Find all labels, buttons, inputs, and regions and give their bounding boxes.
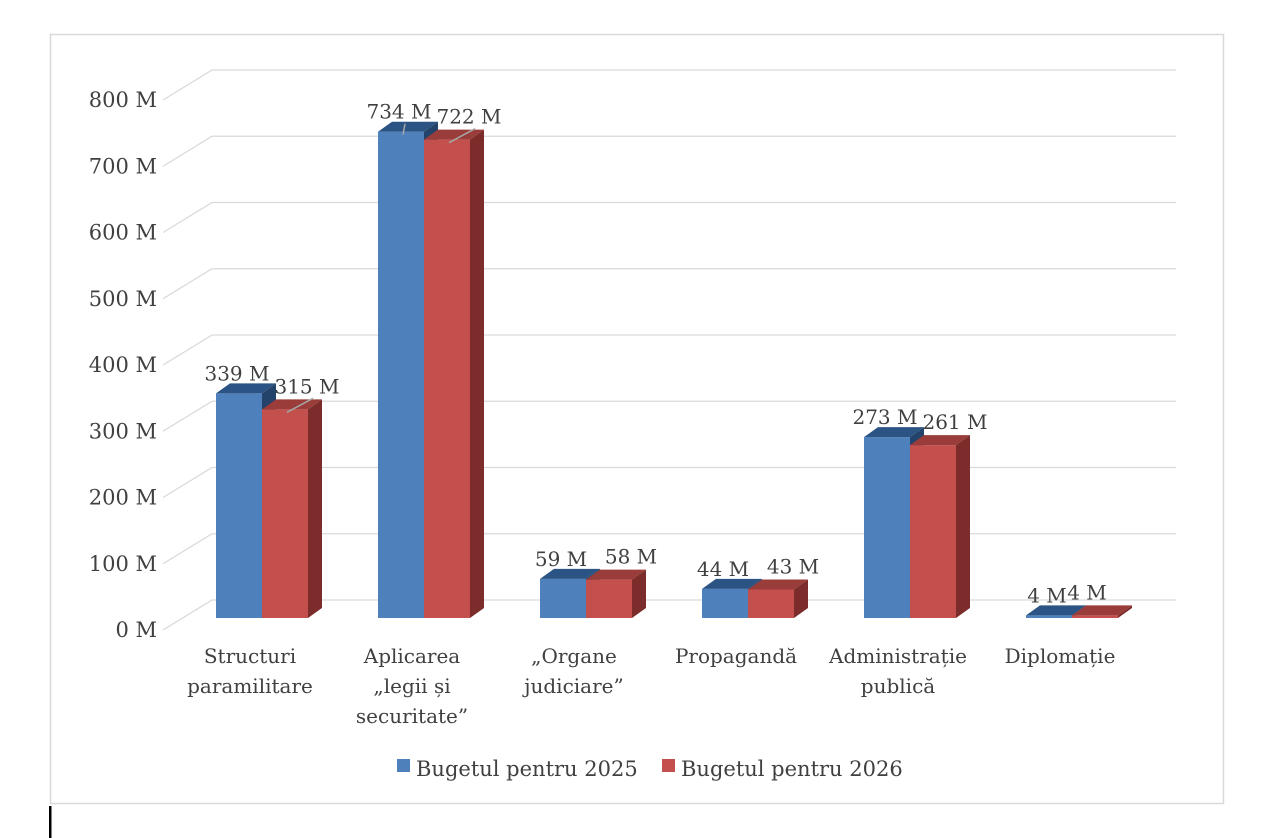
gridline-500 — [162, 268, 1176, 300]
bar-2026-diplomație-side — [1118, 605, 1132, 618]
gridline-0 — [162, 599, 1176, 631]
data-label-2025-organe-judiciare: 59 M — [535, 547, 587, 571]
gridline-400 — [162, 334, 1176, 366]
gridline-800 — [162, 69, 1176, 101]
gridline-700 — [162, 135, 1176, 167]
y-axis-tick-label: 700 M — [89, 154, 157, 178]
bar-2025-aplicarea-legii-și-securitate-top — [378, 121, 438, 132]
gridline-600 — [162, 201, 1176, 234]
bar-2026-administrație-publică-side — [956, 435, 970, 618]
x-axis-label-aplicarea-legii-și-securitate: securitate” — [356, 704, 468, 728]
data-label-2025-diplomație: 4 M — [1027, 583, 1067, 607]
x-axis-label-administrație-publică: Administrație — [828, 644, 967, 668]
bar-2026-propagandă-front — [748, 589, 794, 618]
data-label-2026-administrație-publică: 261 M — [922, 410, 987, 434]
bar-2025-structuri-paramilitare-front — [216, 393, 262, 618]
data-label-2026-structuri-paramilitare: 315 M — [274, 374, 339, 398]
bar-2026-administrație-publică-top — [910, 435, 970, 446]
y-axis-tick-label: 400 M — [89, 353, 157, 377]
gridline-200 — [162, 466, 1176, 499]
bar-2025-propagandă-top — [702, 578, 762, 589]
y-axis-tick-label: 500 M — [89, 287, 157, 311]
y-axis-tick-label: 600 M — [89, 221, 157, 245]
data-label-2025-structuri-paramilitare: 339 M — [204, 361, 269, 385]
legend-swatch-2026 — [662, 759, 675, 772]
y-axis-tick-label: 300 M — [89, 419, 157, 443]
data-label-leader-line — [402, 123, 406, 135]
x-axis-label-diplomație: Diplomație — [1005, 644, 1116, 668]
legend-label-2025: Bugetul pentru 2025 — [416, 757, 638, 781]
data-label-leader-line — [286, 397, 314, 413]
bar-2026-diplomație-front — [1072, 615, 1118, 618]
bar-2026-diplomație-top — [1072, 605, 1132, 616]
bar-2025-diplomație-top — [1026, 605, 1086, 616]
data-label-2025-administrație-publică: 273 M — [852, 405, 917, 429]
bar-2026-aplicarea-legii-și-securitate-side — [470, 129, 484, 619]
gridline-300 — [162, 400, 1176, 432]
data-label-2025-propagandă: 44 M — [697, 557, 749, 581]
bar-2026-administrație-publică-front — [910, 445, 956, 618]
x-axis-label-structuri-paramilitare: paramilitare — [187, 674, 313, 698]
data-label-2026-organe-judiciare: 58 M — [605, 545, 657, 569]
text-cursor[interactable] — [49, 806, 52, 838]
x-axis-label-aplicarea-legii-și-securitate: Aplicarea — [363, 644, 461, 668]
bar-2026-propagandă-side — [794, 579, 808, 618]
bar-2025-administrație-publică-top — [864, 427, 924, 438]
data-label-2026-propagandă: 43 M — [767, 555, 819, 579]
bar-2026-structuri-paramilitare-side — [308, 399, 322, 618]
y-axis-tick-label: 0 M — [115, 618, 157, 642]
bar-2026-organe-judiciare-top — [586, 569, 646, 580]
bar-2025-propagandă-front — [702, 588, 748, 618]
bar-2026-organe-judiciare-front — [586, 579, 632, 618]
x-axis-label-organe-judiciare: judiciare” — [522, 674, 623, 698]
bar-2025-structuri-paramilitare-top — [216, 383, 276, 394]
bar-2025-diplomație-front — [1026, 615, 1072, 618]
data-label-2026-diplomație: 4 M — [1067, 580, 1107, 604]
bar-2025-administrație-publică-front — [864, 437, 910, 618]
bar-2026-propagandă-top — [748, 579, 808, 590]
x-axis-label-administrație-publică: publică — [861, 674, 935, 698]
x-axis-label-organe-judiciare: „Organe — [531, 644, 617, 668]
data-label-2026-aplicarea-legii-și-securitate: 722 M — [436, 105, 501, 129]
y-axis-tick-label: 200 M — [89, 486, 157, 510]
bar-2025-organe-judiciare-front — [540, 578, 586, 618]
legend-label-2026: Bugetul pentru 2026 — [681, 757, 903, 781]
x-axis-label-propagandă: Propagandă — [675, 644, 797, 668]
y-axis-tick-label: 100 M — [89, 552, 157, 576]
bar-2026-structuri-paramilitare-front — [262, 409, 308, 618]
bar-2026-aplicarea-legii-și-securitate-front — [424, 139, 470, 619]
bar-2026-organe-judiciare-side — [632, 569, 646, 618]
y-axis-tick-label: 800 M — [89, 88, 157, 112]
gridline-100 — [162, 533, 1176, 565]
legend-swatch-2025 — [397, 759, 410, 772]
data-label-2025-aplicarea-legii-și-securitate: 734 M — [366, 100, 431, 124]
bar-2025-organe-judiciare-top — [540, 568, 600, 579]
x-axis-label-structuri-paramilitare: Structuri — [204, 644, 296, 668]
bar-2025-aplicarea-legii-și-securitate-front — [378, 131, 424, 618]
x-axis-label-aplicarea-legii-și-securitate: „legii și — [373, 674, 450, 698]
data-label-leader-line — [448, 128, 476, 144]
